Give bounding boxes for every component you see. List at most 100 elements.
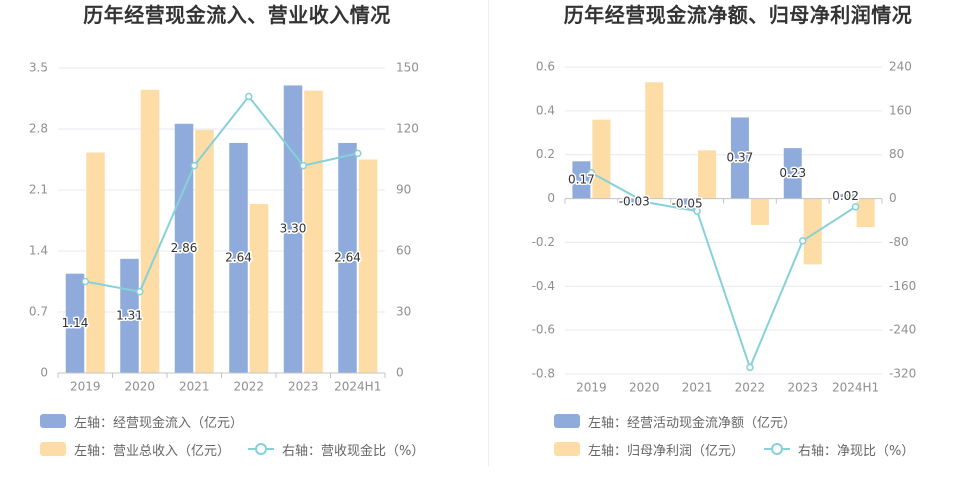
bar-total-revenue-2021[interactable] [195, 129, 214, 373]
point-net-cash-ratio-2022[interactable] [746, 363, 754, 372]
chart-title-cash-flow-net-profit: 历年经营现金流净额、归母净利润情况 [563, 3, 913, 27]
point-net-cash-ratio-2021[interactable] [693, 207, 701, 215]
chart-title-cash-inflow-revenue: 历年经营现金流入、营业收入情况 [83, 3, 391, 27]
data-label-operating-cash-flow-net-2019: 0.17 [568, 172, 595, 186]
bar-net-profit-attributable-2022[interactable] [750, 198, 769, 225]
legend-label: 左轴：归母净利润（亿元） [588, 443, 745, 459]
panel-divider [488, 0, 489, 466]
bar-operating-cash-flow-net-2023[interactable] [783, 148, 802, 199]
point-revenue-cash-ratio-2022[interactable] [245, 92, 253, 101]
point-revenue-cash-ratio-2021[interactable] [190, 161, 198, 170]
point-net-cash-ratio-2023[interactable] [799, 237, 807, 245]
y-right-tick-label: -80 [889, 235, 909, 249]
bar-operating-cash-inflow-2020[interactable] [120, 258, 139, 373]
data-label-operating-cash-inflow-2022: 2.64 [225, 250, 252, 264]
plot-cash-inflow-revenue: 0 0.7 1.4 2.1 2.8 3.5 0 30 60 90 120 150 2019 2020 202… [29, 61, 419, 394]
bar-total-revenue-2024h1[interactable] [358, 159, 378, 374]
legend-item-net-cash-ratio[interactable]: 右轴：净现比（%） [764, 441, 915, 459]
line-net-cash-ratio [590, 171, 857, 369]
legend-item-operating-cash-inflow[interactable]: 左轴：经营现金流入（亿元） [40, 413, 244, 431]
data-label-operating-cash-flow-net-2022: 0.37 [727, 151, 754, 165]
data-label-operating-cash-flow-net-2021: -0.05 [672, 197, 703, 211]
bar-total-revenue-2023[interactable] [304, 90, 323, 374]
y-left-tick-label: -0.8 [532, 367, 555, 381]
bar-net-profit-attributable-2021[interactable] [698, 150, 717, 199]
y-left-tick-label: 1.4 [29, 244, 48, 258]
point-revenue-cash-ratio-2023[interactable] [299, 161, 307, 170]
point-net-cash-ratio-2020[interactable] [640, 198, 648, 206]
y-right-tick-label: -160 [889, 279, 916, 293]
y-right-tick-label: -320 [889, 367, 916, 381]
x-category-label: 2024H1 [334, 380, 381, 394]
bar-operating-cash-inflow-2022[interactable] [229, 142, 248, 373]
x-category-label: 2020 [629, 381, 660, 395]
x-category-label: 2024H1 [832, 381, 879, 395]
legend-label: 右轴：净现比（%） [798, 443, 915, 459]
y-right-tick-label: 60 [396, 244, 411, 258]
x-category-label: 2021 [682, 381, 713, 395]
y-left-tick-label: -0.6 [532, 323, 555, 337]
y-right-tick-label: 90 [396, 183, 411, 197]
bar-operating-cash-flow-net-2021[interactable] [678, 198, 697, 210]
bar-total-revenue-2020[interactable] [140, 89, 160, 374]
bar-total-revenue-2019[interactable] [86, 152, 105, 373]
y-left-tick-label: 0.6 [536, 60, 555, 74]
data-label-operating-cash-inflow-2023: 3.30 [280, 222, 307, 236]
legend-item-total-revenue[interactable]: 左轴：营业总收入（亿元） [40, 441, 231, 459]
y-right-tick-label: 0 [889, 191, 897, 205]
y-right-tick-label: -240 [889, 323, 916, 337]
data-label-operating-cash-inflow-2020: 1.31 [116, 308, 143, 322]
legend-item-revenue-cash-ratio[interactable]: 右轴：营收现金比（%） [248, 441, 425, 459]
point-revenue-cash-ratio-2019[interactable] [81, 277, 89, 286]
bar-operating-cash-flow-net-2019[interactable] [572, 161, 591, 199]
y-right-tick-label: 0 [396, 366, 404, 380]
y-left-tick-label: 0 [547, 191, 555, 205]
line-revenue-cash-ratio [84, 95, 359, 293]
y-right-tick-label: 80 [889, 147, 904, 161]
data-label-operating-cash-flow-net-2024h1: 0.02 [832, 189, 859, 203]
x-category-label: 2023 [288, 380, 319, 394]
bar-operating-cash-flow-net-2022[interactable] [730, 117, 749, 199]
x-category-label: 2022 [233, 380, 264, 394]
legend-label: 左轴：营业总收入（亿元） [74, 443, 231, 459]
y-left-tick-label: 3.5 [29, 61, 48, 75]
bar-net-profit-attributable-2024h1[interactable] [856, 198, 875, 228]
point-net-cash-ratio-2024h1[interactable] [851, 203, 860, 211]
y-right-tick-label: 240 [889, 60, 912, 74]
bar-operating-cash-inflow-2021[interactable] [174, 123, 194, 374]
x-category-label: 2019 [576, 381, 607, 395]
legend-line-marker-icon [764, 442, 790, 456]
data-label-operating-cash-flow-net-2023: 0.23 [779, 166, 806, 180]
bar-total-revenue-2022[interactable] [249, 203, 269, 373]
bar-operating-cash-inflow-2024h1[interactable] [338, 142, 357, 373]
point-net-cash-ratio-2019[interactable] [587, 169, 596, 177]
data-label-operating-cash-flow-net-2020: -0.03 [619, 194, 650, 208]
legend-label: 右轴：营收现金比（%） [282, 443, 425, 459]
y-left-tick-label: 0.7 [29, 305, 48, 319]
legend-item-net-profit-attributable[interactable]: 左轴：归母净利润（亿元） [554, 441, 745, 459]
y-left-tick-label: 2.8 [29, 122, 48, 136]
legend-swatch-icon [40, 442, 66, 456]
y-left-tick-label: 2.1 [29, 183, 48, 197]
bar-net-profit-attributable-2019[interactable] [592, 119, 611, 199]
y-left-tick-label: 0.2 [536, 147, 555, 161]
y-right-tick-label: 160 [889, 103, 912, 117]
bar-operating-cash-flow-net-2020[interactable] [625, 198, 644, 206]
bar-operating-cash-flow-net-2024h1[interactable] [836, 194, 855, 199]
bar-operating-cash-inflow-2019[interactable] [65, 273, 85, 373]
legend-swatch-icon [554, 442, 580, 456]
legend-item-operating-cash-flow-net[interactable]: 左轴：经营活动现金流净额（亿元） [554, 413, 797, 431]
bar-net-profit-attributable-2023[interactable] [803, 198, 822, 265]
x-category-label: 2023 [787, 381, 818, 395]
legend-label: 左轴：经营现金流入（亿元） [74, 415, 244, 431]
plot-cash-flow-net-profit: -0.8 -0.6 -0.4 -0.2 0 0.2 0.4 0.6 -320 -240 -160 -8… [532, 60, 917, 395]
y-right-tick-label: 120 [396, 122, 419, 136]
bar-net-profit-attributable-2020[interactable] [645, 82, 664, 199]
x-category-label: 2020 [124, 380, 155, 394]
point-revenue-cash-ratio-2020[interactable] [136, 287, 144, 296]
y-left-tick-label: -0.4 [532, 279, 555, 293]
legend-label: 左轴：经营活动现金流净额（亿元） [588, 415, 797, 431]
x-category-label: 2021 [179, 380, 210, 394]
data-label-operating-cash-inflow-2019: 1.14 [62, 316, 89, 330]
point-revenue-cash-ratio-2024h1[interactable] [354, 149, 362, 158]
